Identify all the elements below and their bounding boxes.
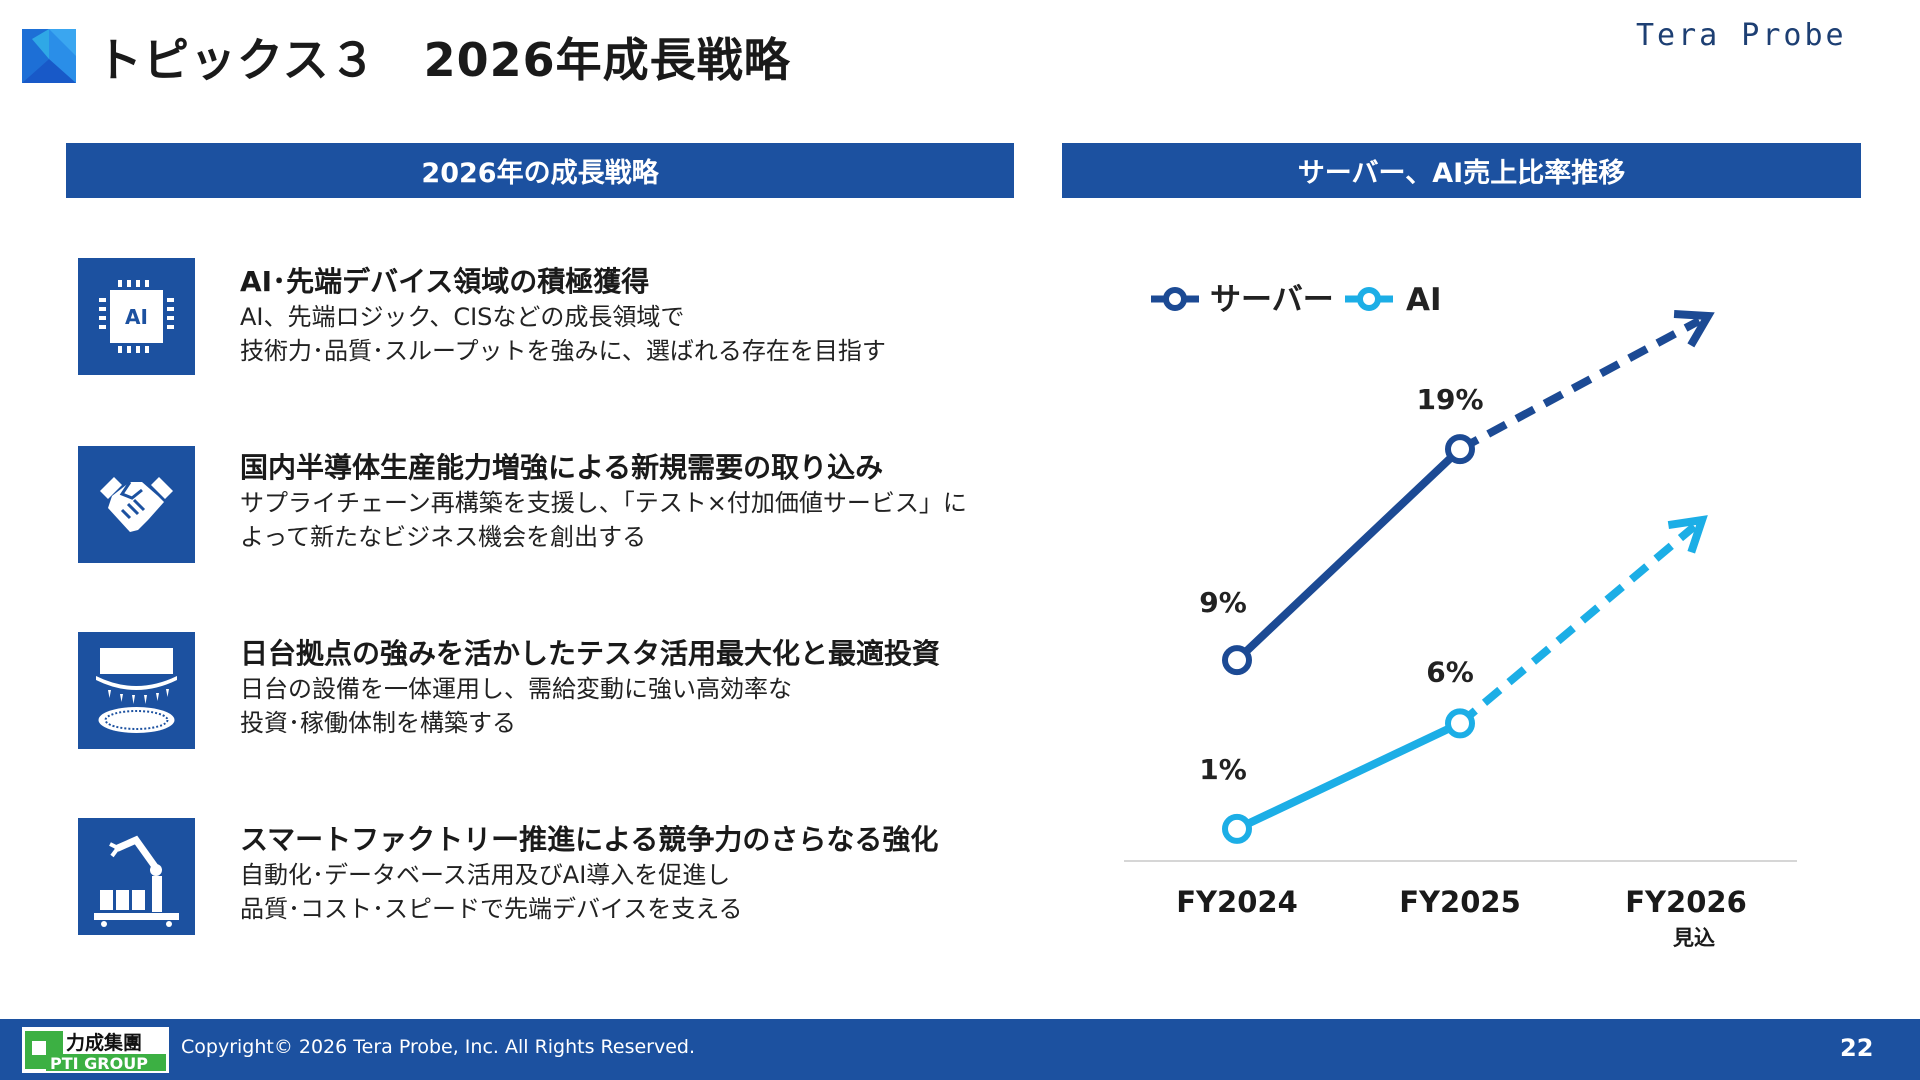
ai-chip-icon: AI [78,258,195,375]
strategy-item-line: よって新たなビジネス機会を創出する [240,523,647,551]
handshake-icon [78,446,195,563]
legend-label: サーバー [1210,282,1334,318]
data-point [1222,813,1252,844]
legend-label: AI [1406,282,1442,318]
strategy-item-line: 技術力･品質･スループットを強みに、選ばれる存在を目指す [240,337,886,365]
page-title: トピックス３ 2026年成長戦略 [96,33,791,87]
strategy-item-4: スマートファクトリー推進による競争力のさらなる強化 自動化･データベース活用及び… [240,822,1020,926]
data-point [1445,708,1475,739]
strategy-item-title: 日台拠点の強みを活かしたテスタ活用最大化と最適投資 [240,637,941,670]
sales-ratio-line-chart: サーバー AI 9% 19% 1% 6% FY2024 FY2025 FY2026 見込 [1124,282,1797,950]
x-tick-label: FY2026 [1625,885,1747,919]
pti-group-logo: 力成集團 PTI GROUP [22,1027,169,1073]
data-label: 19% [1416,383,1483,416]
legend-marker-icon [1163,287,1187,311]
strategy-item-line: 自動化･データベース活用及びAI導入を促進し [240,861,731,889]
page-number: 22 [1840,1034,1874,1062]
legend-item: サーバー [1151,282,1334,318]
strategy-item-title: AI･先端デバイス領域の積極獲得 [240,265,650,298]
trend-arrow-line [1457,523,1697,727]
robot-arm-icon [78,818,195,935]
wafer-prober-icon [78,632,195,749]
strategy-item-line: 投資･稼働体制を構築する [240,709,516,737]
svg-text:PTI GROUP: PTI GROUP [50,1054,148,1073]
data-point [1445,434,1475,465]
strategy-item-title: スマートファクトリー推進による競争力のさらなる強化 [240,823,939,856]
data-label: 1% [1199,753,1247,786]
strategy-item-line: AI、先端ロジック、CISなどの成長領域で [240,303,685,331]
strategy-item-line: 品質･コスト･スピードで先端デバイスを支える [240,895,743,923]
svg-text:力成集團: 力成集團 [66,1031,142,1054]
trend-arrow-head-icon [1673,310,1715,348]
legend-marker-icon [1357,287,1381,311]
footer-bar [0,1019,1920,1080]
strategy-item-2: 国内半導体生産能力増強による新規需要の取り込み サプライチェーン再構築を支援し、… [240,450,1020,554]
series-server: 9% 19% [1199,310,1715,676]
series-line [1235,719,1462,833]
copyright-text: Copyright© 2026 Tera Probe, Inc. All Rig… [181,1036,696,1058]
data-label: 6% [1426,655,1474,688]
x-tick-label: FY2025 [1399,885,1521,919]
title-logo-icon [22,29,76,83]
strategy-item-3: 日台拠点の強みを活かしたテスタ活用最大化と最適投資 日台の設備を一体運用し、需給… [240,636,1020,740]
tera-probe-logo: Tera Probe [1636,18,1847,53]
strategy-item-line: 日台の設備を一体運用し、需給変動に強い高効率な [240,675,792,703]
strategy-item-title: 国内半導体生産能力増強による新規需要の取り込み [240,451,884,484]
growth-strategy-header: 2026年の成長戦略 [66,143,1014,198]
strategy-item-line: サプライチェーン再構築を支援し、「テスト×付加価値サービス」に [240,489,967,517]
legend-item: AI [1345,282,1442,318]
trend-arrow-head-icon [1667,515,1708,554]
svg-text:AI: AI [125,305,148,329]
strategy-item-1: AI･先端デバイス領域の積極獲得 AI、先端ロジック、CISなどの成長領域で 技… [240,264,1020,368]
series-ai: 1% 6% [1199,515,1708,844]
trend-arrow-line [1458,317,1702,453]
x-tick-sublabel: 見込 [1673,926,1715,950]
x-tick-label: FY2024 [1176,885,1298,919]
data-point [1222,645,1252,676]
series-line [1234,446,1463,664]
data-label: 9% [1199,586,1247,619]
sales-ratio-header: サーバー、AI売上比率推移 [1062,143,1861,198]
chart-legend: サーバー AI [1151,282,1442,318]
